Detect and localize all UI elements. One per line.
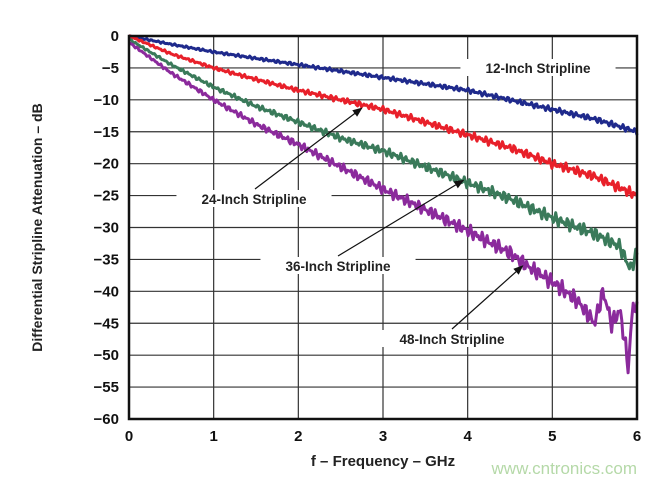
y-tick-label: −35: [94, 251, 119, 268]
y-tick-label: −50: [94, 347, 119, 364]
annotation-label-bg: [260, 257, 416, 274]
y-tick-label: −5: [102, 60, 119, 77]
y-tick-label: −55: [94, 379, 119, 396]
x-tick-label: 0: [125, 428, 133, 445]
x-tick-label: 3: [379, 428, 387, 445]
annotation-label-bg: [460, 59, 616, 76]
y-tick-label: −45: [94, 315, 119, 332]
annotation-arrow: [337, 179, 465, 257]
y-axis-label: Differential Stripline Attenuation – dB: [29, 103, 45, 351]
x-tick-label: 2: [294, 428, 302, 445]
series-line-24-inch: [128, 34, 638, 199]
x-axis-label: f – Frequency – GHz: [311, 453, 455, 470]
x-tick-label: 1: [209, 428, 217, 445]
y-tick-label: −40: [94, 283, 119, 300]
y-tick-label: −10: [94, 92, 119, 109]
x-tick-label: 6: [633, 428, 641, 445]
y-tick-label: 0: [111, 28, 119, 45]
x-tick-label: 4: [463, 428, 472, 445]
annotation-arrow: [254, 107, 363, 190]
x-tick-label: 5: [548, 428, 556, 445]
y-tick-label: −30: [94, 220, 119, 237]
annotation-label: 12-Inch Stripline: [485, 61, 591, 76]
y-tick-label: −60: [94, 411, 119, 428]
plot-frame: [127, 34, 639, 421]
annotation-label-bg: [176, 190, 332, 207]
series-line-12-inch: [128, 34, 639, 136]
series-line-48-inch: [128, 41, 639, 375]
annotation-label: 24-Inch Stripline: [201, 192, 307, 207]
y-tick-label: −20: [94, 156, 119, 173]
annotation-arrow: [451, 265, 524, 330]
annotation-label-bg: [374, 330, 530, 347]
annotation-label: 36-Inch Stripline: [285, 259, 391, 274]
series-line-36-inch: [128, 38, 639, 272]
annotation-label: 48-Inch Stripline: [399, 332, 505, 347]
y-tick-label: −15: [94, 124, 119, 141]
watermark: www.cntronics.com: [491, 459, 637, 478]
y-tick-label: −25: [94, 188, 119, 205]
